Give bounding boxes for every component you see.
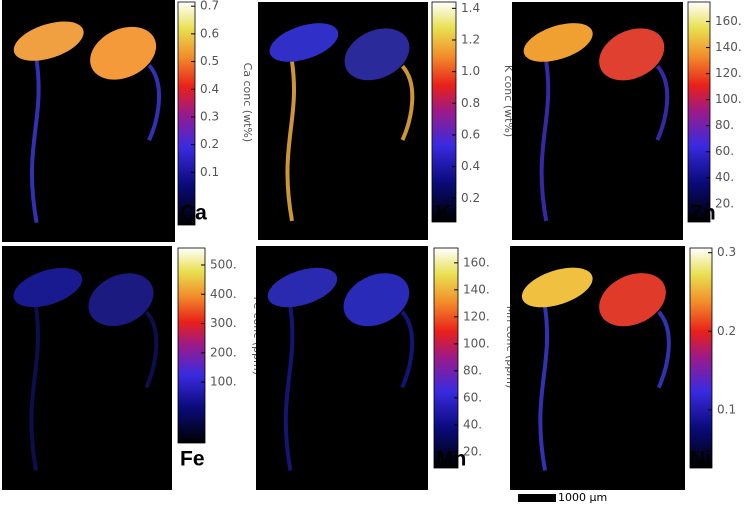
stem: [29, 306, 40, 471]
colorbar-label: Ca conc (wt%): [241, 63, 254, 143]
colorbar-tick-label: 160.: [715, 14, 742, 28]
seed: [267, 267, 338, 308]
colorbar: [433, 247, 459, 469]
seed: [13, 267, 83, 308]
colorbar-label: K conc (wt%): [502, 65, 515, 137]
stem: [285, 61, 296, 222]
colorbar-tick-label: 100.: [715, 92, 742, 106]
element-label: Zn: [690, 202, 716, 225]
stem: [30, 60, 41, 223]
colorbar: [431, 1, 457, 223]
colorbar-tick-label: 100.: [210, 375, 237, 389]
colorbar-tick-label: 0.2: [200, 137, 219, 151]
colorbar-tick-label: 0.6: [461, 127, 480, 141]
colorbar-tick-label: 60.: [463, 390, 482, 404]
stem: [147, 64, 162, 142]
colorbar-tick-label: 120.: [715, 66, 742, 80]
stem: [283, 306, 295, 471]
scale-bar: [518, 494, 556, 502]
colorbar-tick-label: 0.8: [461, 96, 480, 110]
colorbar-tick-label: 0.5: [200, 54, 219, 68]
colorbar-tick-label: 1.4: [461, 1, 480, 15]
colorbar-tick-label: 0.6: [200, 26, 219, 40]
colorbar: [687, 1, 711, 223]
colorbar-tick-label: 0.4: [461, 159, 480, 173]
colorbar-tick-label: 80.: [715, 118, 734, 132]
seed: [90, 26, 157, 80]
element-label: Mn: [436, 448, 466, 471]
seed: [269, 23, 339, 62]
colorbar-tick-label: 60.: [715, 144, 734, 158]
colorbar-tick-label: 100.: [463, 336, 490, 350]
seed: [521, 267, 593, 308]
element-label: Ca: [180, 202, 207, 225]
colorbar-tick-label: 1.2: [461, 32, 480, 46]
stem: [400, 64, 415, 141]
colorbar-tick-label: 160.: [463, 255, 490, 269]
colorbar-tick-label: 0.7: [200, 0, 219, 13]
colorbar: [177, 247, 206, 444]
stem: [655, 64, 670, 141]
colorbar-tick-label: 0.1: [717, 402, 736, 416]
seed: [344, 28, 410, 81]
colorbar: [177, 1, 196, 226]
seed: [599, 273, 666, 327]
scale-bar-label: 1000 μm: [558, 491, 607, 504]
colorbar-tick-label: 300.: [210, 316, 237, 330]
colorbar-tick-label: 140.: [463, 282, 490, 296]
stem: [539, 61, 551, 222]
colorbar-tick-label: 40.: [715, 170, 734, 184]
stem: [144, 310, 159, 389]
seed: [523, 23, 593, 62]
stem: [538, 306, 550, 471]
colorbar: [689, 247, 713, 469]
colorbar-tick-label: 120.: [463, 309, 490, 323]
seed: [343, 273, 410, 327]
colorbar-tick-label: 20.: [715, 196, 734, 210]
colorbar-tick-label: 200.: [210, 345, 237, 359]
seed: [88, 273, 154, 327]
seed: [599, 28, 665, 81]
element-label: Fe: [180, 448, 205, 471]
seed: [13, 21, 84, 61]
colorbar-tick-label: 0.3: [717, 245, 736, 259]
colorbar-tick-label: 20.: [463, 444, 482, 458]
colorbar-tick-label: 40.: [463, 417, 482, 431]
colorbar-tick-label: 80.: [463, 363, 482, 377]
colorbar-tick-label: 400.: [210, 287, 237, 301]
colorbar-tick-label: 0.1: [200, 165, 219, 179]
colorbar-tick-label: 0.4: [200, 82, 219, 96]
colorbar-tick-label: 0.2: [717, 324, 736, 338]
element-label: K: [436, 202, 451, 225]
colorbar-tick-label: 0.3: [200, 109, 219, 123]
colorbar-tick-label: 1.0: [461, 64, 480, 78]
colorbar-tick-label: 0.2: [461, 191, 480, 205]
colorbar-tick-label: 500.: [210, 257, 237, 271]
colorbar-tick-label: 140.: [715, 40, 742, 54]
element-label: Ni: [690, 448, 711, 471]
stem: [400, 310, 415, 389]
stem: [656, 310, 671, 389]
